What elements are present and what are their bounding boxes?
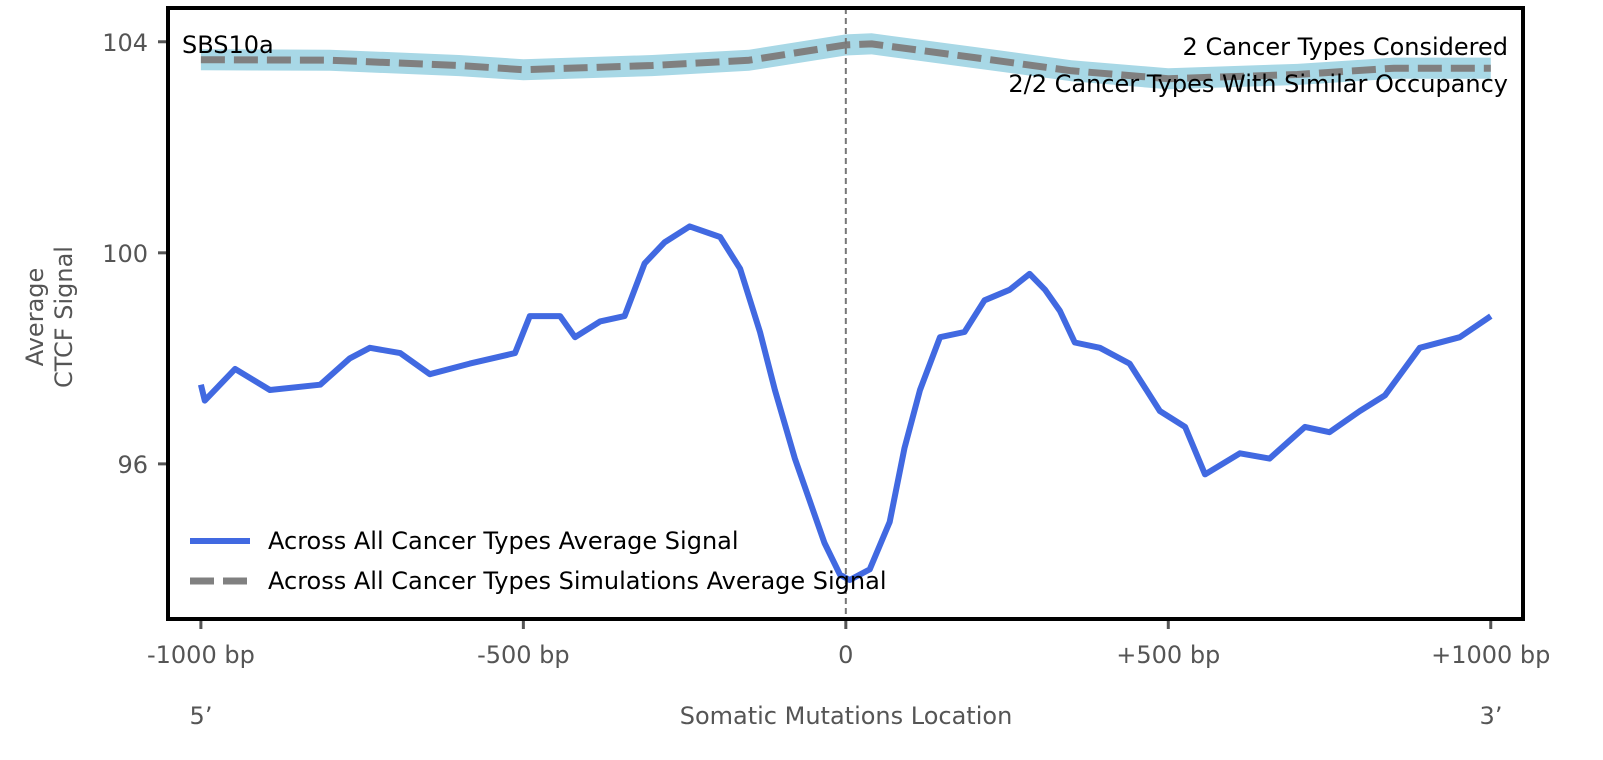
series-line-0 <box>197 223 1493 583</box>
three-prime-label: 3’ <box>1480 702 1503 730</box>
x-axis-label: Somatic Mutations Location <box>680 702 1013 730</box>
series-line-1 <box>200 40 1491 83</box>
x-tick-label: 0 <box>838 641 853 669</box>
annotation-considered: 2 Cancer Types Considered <box>1183 33 1508 61</box>
five-prime-label: 5’ <box>190 702 213 730</box>
y-axis-label-line1: Average <box>21 268 49 367</box>
annotation-similar: 2/2 Cancer Types With Similar Occupancy <box>1008 70 1508 98</box>
x-tick-label: -1000 bp <box>147 641 255 669</box>
chart-title: SBS10a <box>182 31 274 59</box>
x-tick-label: +500 bp <box>1116 641 1220 669</box>
y-axis-label-line2: CTCF Signal <box>50 246 78 388</box>
legend-label-real: Across All Cancer Types Average Signal <box>268 527 739 555</box>
y-tick-label: 96 <box>117 451 148 479</box>
y-tick-label: 100 <box>102 240 148 268</box>
plot-frame <box>166 6 1525 621</box>
legend-label-sim: Across All Cancer Types Simulations Aver… <box>268 567 887 595</box>
x-tick-label: -500 bp <box>477 641 570 669</box>
legend: Across All Cancer Types Average Signal A… <box>190 527 887 595</box>
y-tick-label: 104 <box>102 29 148 57</box>
x-tick-label: +1000 bp <box>1431 641 1550 669</box>
